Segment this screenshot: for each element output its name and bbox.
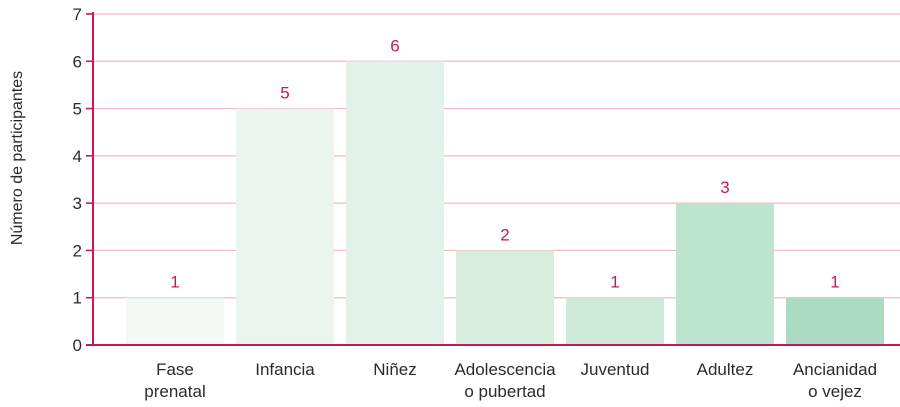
axes [86,12,900,346]
bar [236,108,334,345]
labels: 0 1 2 3 4 5 6 7 1 Fase prenatal 5 Infancia 6 Niñez 2 Ado… [73,5,878,401]
y-tick-label: 2 [73,241,82,260]
data-label: 1 [830,273,839,292]
y-tick-label: 3 [73,194,82,213]
data-label: 6 [390,36,399,55]
bar [456,250,554,345]
y-tick-label: 6 [73,52,82,71]
category-label: Adultez [697,360,754,379]
bar [126,297,224,345]
category-label: Fase prenatal [144,360,205,401]
data-label: 1 [610,273,619,292]
data-label: 1 [170,273,179,292]
category-label: Adolescencia o pubertad [454,360,556,401]
bar [346,61,444,346]
category-label: Ancianidad o vejez [793,360,877,401]
y-tick-label: 1 [73,289,82,308]
bar [786,297,884,345]
bar [566,297,664,345]
data-label: 3 [720,178,729,197]
data-label: 5 [280,84,289,103]
y-tick-label: 5 [73,100,82,119]
category-label: Niñez [373,360,416,379]
y-axis-title: Número de participantes [9,71,26,245]
bars [126,61,884,346]
y-tick-label: 7 [73,5,82,24]
bar [676,203,774,345]
data-label: 2 [500,225,509,244]
category-label: Juventud [581,360,650,379]
gridlines [93,13,900,299]
category-label: Infancia [255,360,315,379]
y-tick-label: 0 [73,336,82,355]
y-tick-label: 4 [73,147,82,166]
